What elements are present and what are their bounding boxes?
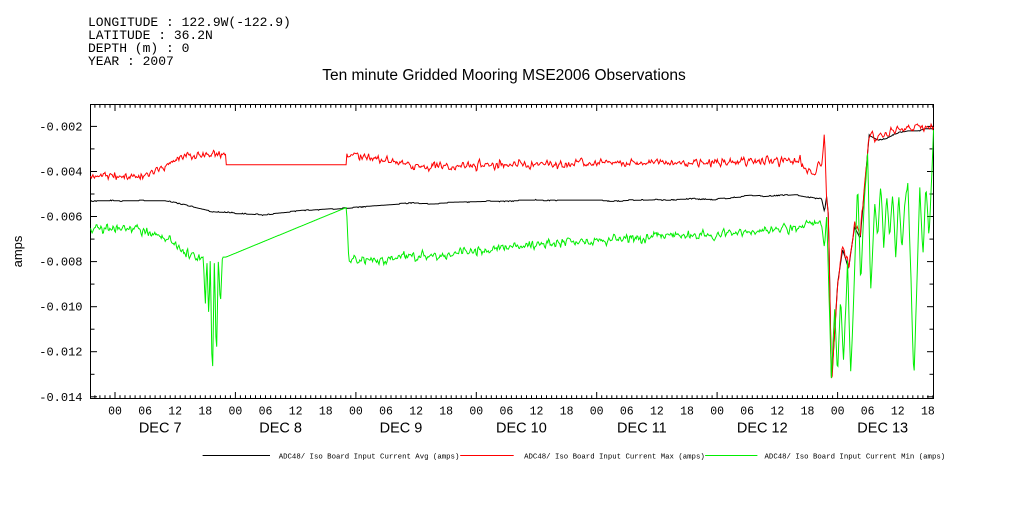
svg-text:-0.010: -0.010 [39,301,82,315]
svg-text:00: 00 [710,406,724,419]
svg-text:DEC 12: DEC 12 [737,421,788,437]
svg-text:-0.004: -0.004 [39,166,82,180]
svg-text:Ten minute Gridded Mooring MSE: Ten minute Gridded Mooring MSE2006 Obser… [322,67,686,84]
svg-text:00: 00 [228,406,242,419]
svg-text:12: 12 [650,406,664,419]
svg-text:12: 12 [409,406,423,419]
svg-text:ADC48/ Iso Board Input Current: ADC48/ Iso Board Input Current Min (amps… [765,453,946,461]
svg-text:-0.002: -0.002 [39,120,82,134]
svg-text:06: 06 [138,406,152,419]
svg-text:-0.008: -0.008 [39,256,82,270]
svg-text:00: 00 [349,406,363,419]
svg-text:18: 18 [439,406,453,419]
svg-text:06: 06 [259,406,273,419]
svg-text:18: 18 [801,406,815,419]
svg-text:DEC 11: DEC 11 [617,421,667,437]
svg-text:06: 06 [620,406,634,419]
svg-text:DEC 7: DEC 7 [139,421,182,437]
svg-text:YEAR : 2007: YEAR : 2007 [88,54,174,69]
svg-text:DEC 9: DEC 9 [380,421,423,437]
svg-text:12: 12 [289,406,303,419]
svg-text:18: 18 [921,406,935,419]
svg-text:DEC 10: DEC 10 [496,421,547,437]
svg-text:00: 00 [469,406,483,419]
svg-text:18: 18 [680,406,694,419]
svg-text:06: 06 [499,406,513,419]
svg-text:00: 00 [590,406,604,419]
svg-text:06: 06 [861,406,875,419]
svg-text:12: 12 [891,406,905,419]
svg-text:12: 12 [168,406,182,419]
svg-text:-0.006: -0.006 [39,211,82,225]
svg-text:18: 18 [198,406,212,419]
svg-text:18: 18 [560,406,574,419]
svg-text:amps: amps [10,235,25,267]
svg-text:12: 12 [530,406,544,419]
svg-text:18: 18 [319,406,333,419]
svg-text:ADC48/ Iso Board Input Current: ADC48/ Iso Board Input Current Max (amps… [524,453,705,461]
svg-text:06: 06 [379,406,393,419]
svg-text:00: 00 [108,406,122,419]
svg-text:00: 00 [831,406,845,419]
svg-text:ADC48/ Iso Board Input Current: ADC48/ Iso Board Input Current Avg (amps… [279,453,460,461]
svg-text:DEC 13: DEC 13 [857,421,908,437]
svg-text:12: 12 [770,406,784,419]
svg-text:DEC 8: DEC 8 [259,421,302,437]
svg-text:-0.014: -0.014 [39,391,82,405]
svg-text:-0.012: -0.012 [39,346,82,360]
svg-text:06: 06 [740,406,754,419]
